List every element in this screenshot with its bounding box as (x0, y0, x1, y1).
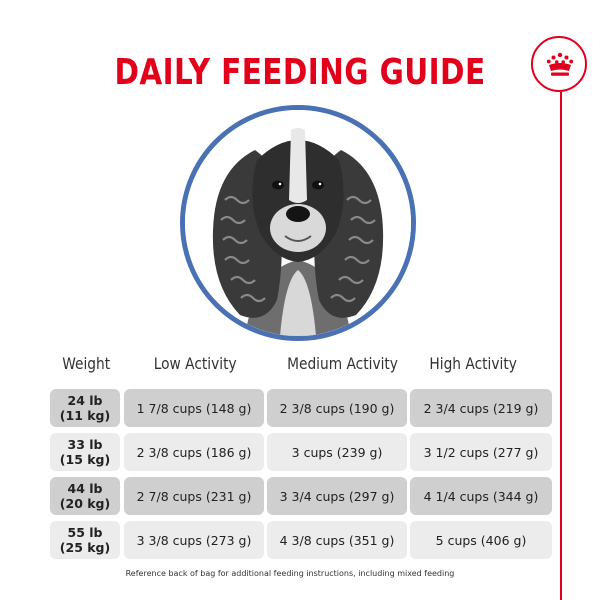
weight-cell: 24 lb (11 kg) (50, 389, 120, 427)
low-activity-cell: 2 3/8 cups (186 g) (124, 433, 264, 471)
weight-kg: (25 kg) (59, 540, 111, 555)
high-activity-cell: 5 cups (406 g) (410, 521, 552, 559)
high-activity-cell: 3 1/2 cups (277 g) (410, 433, 552, 471)
weight-kg: (15 kg) (59, 452, 111, 467)
table-row: 24 lb (11 kg) 1 7/8 cups (148 g) 2 3/8 cu… (50, 389, 552, 427)
table-row: 44 lb (20 kg) 2 7/8 cups (231 g) 3 3/4 cu… (50, 477, 552, 515)
medium-activity-cell: 2 3/8 cups (190 g) (267, 389, 407, 427)
weight-cell: 55 lb (25 kg) (50, 521, 120, 559)
table-row: 55 lb (25 kg) 3 3/8 cups (273 g) 4 3/8 cu… (50, 521, 552, 559)
dog-portrait-frame (180, 105, 416, 341)
table-row: 33 lb (15 kg) 2 3/8 cups (186 g) 3 cups (… (50, 433, 552, 471)
column-header-weight: Weight (62, 354, 111, 373)
low-activity-cell: 1 7/8 cups (148 g) (124, 389, 264, 427)
weight-lb: 33 lb (67, 437, 103, 452)
brand-logo (531, 36, 587, 92)
medium-activity-cell: 3 cups (239 g) (267, 433, 407, 471)
crown-icon (546, 52, 574, 76)
weight-kg: (20 kg) (59, 496, 111, 511)
weight-cell: 33 lb (15 kg) (50, 433, 120, 471)
spaniel-dog-image (185, 110, 411, 336)
weight-lb: 24 lb (67, 393, 103, 408)
footnote: Reference back of bag for additional fee… (125, 569, 455, 578)
weight-kg: (11 kg) (59, 408, 111, 423)
medium-activity-cell: 4 3/8 cups (351 g) (267, 521, 407, 559)
page-title: DAILY FEEDING GUIDE (114, 52, 486, 93)
high-activity-cell: 4 1/4 cups (344 g) (410, 477, 552, 515)
weight-lb: 44 lb (67, 481, 103, 496)
high-activity-cell: 2 3/4 cups (219 g) (410, 389, 552, 427)
medium-activity-cell: 3 3/4 cups (297 g) (267, 477, 407, 515)
column-header-medium-activity: Medium Activity (287, 354, 398, 373)
weight-cell: 44 lb (20 kg) (50, 477, 120, 515)
low-activity-cell: 2 7/8 cups (231 g) (124, 477, 264, 515)
column-header-low-activity: Low Activity (153, 354, 237, 373)
column-header-high-activity: High Activity (429, 354, 517, 373)
low-activity-cell: 3 3/8 cups (273 g) (124, 521, 264, 559)
brand-divider-line (560, 92, 562, 600)
weight-lb: 55 lb (67, 525, 103, 540)
